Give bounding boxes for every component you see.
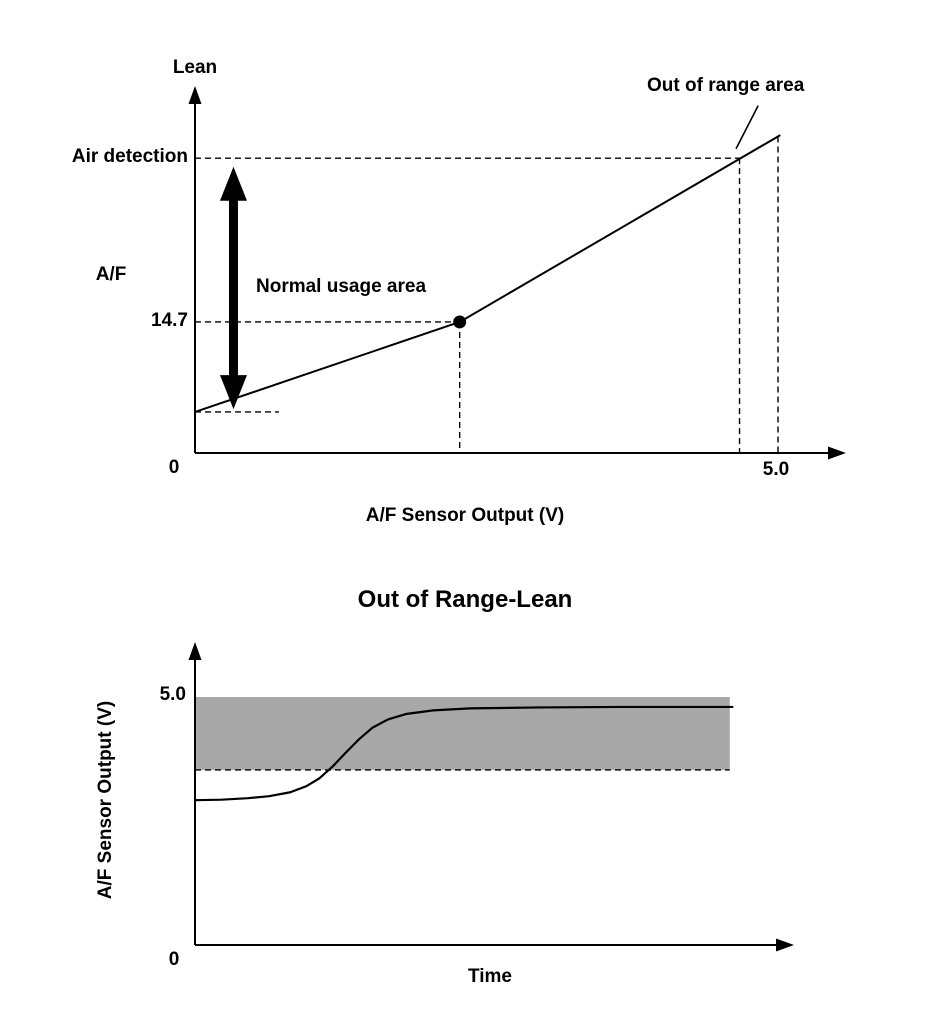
bottom-chart-x-axis-arrowhead	[776, 938, 794, 952]
top-chart-5v-tick-label: 5.0	[762, 459, 790, 480]
lean-axis-top-label: Lean	[172, 57, 218, 78]
top-chart-origin-tick-label: 0	[168, 457, 180, 478]
stoich-value-label: 14.7	[151, 310, 188, 331]
top-chart-x-axis-arrowhead	[828, 446, 846, 460]
bottom-chart-x-axis-label: Time	[467, 966, 512, 987]
out-of-range-area-label: Out of range area	[647, 75, 805, 96]
stoich-point-marker	[453, 315, 467, 329]
af-sensor-curve	[194, 134, 781, 413]
sensor-output-curve	[193, 705, 734, 802]
bottom-chart-y-axis-label: A/F Sensor Output (V)	[95, 700, 116, 900]
air-detection-label: Air detection	[71, 146, 188, 167]
bottom-chart-origin-tick-label: 0	[168, 949, 180, 970]
top-chart-x-axis-label: A/F Sensor Output (V)	[365, 505, 565, 526]
normal-usage-area-label: Normal usage area	[256, 276, 427, 297]
out-of-range-pointer-line	[735, 105, 759, 150]
top-chart-y-axis-arrowhead	[188, 86, 202, 104]
bottom-chart-5v-tick-label: 5.0	[159, 684, 186, 705]
bottom-chart-title: Out of Range-Lean	[357, 586, 573, 613]
normal-usage-double-arrow	[219, 166, 247, 410]
af-y-axis-label: A/F	[95, 264, 127, 285]
bottom-chart-y-axis-arrowhead	[188, 642, 202, 660]
